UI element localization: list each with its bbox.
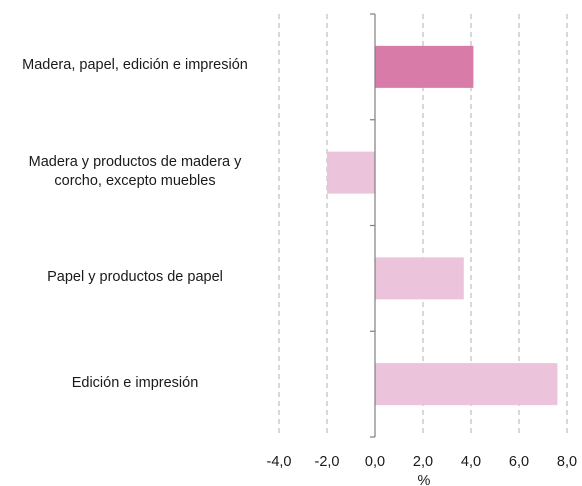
bars [327, 45, 558, 406]
x-tick-label: 0,0 [365, 454, 385, 470]
bar [327, 151, 375, 194]
x-tick-labels: -4,0 -2,0 0,0 2,0 4,0 6,0 8,0 [267, 454, 578, 470]
x-tick-label: 6,0 [509, 454, 529, 470]
x-tick-label: 4,0 [461, 454, 481, 470]
x-axis-title: % [418, 473, 431, 486]
category-label: Madera y productos de madera y corcho, ex… [4, 153, 266, 191]
category-label-line: corcho, excepto muebles [54, 172, 216, 189]
category-label: Edición e impresión [4, 374, 266, 393]
category-label-line: Madera, papel, edición e impresión [22, 57, 248, 74]
category-label-line: Madera y productos de madera y [28, 153, 242, 170]
bar [375, 257, 464, 300]
category-label-line: Edición e impresión [71, 374, 199, 391]
category-label-line: Papel y productos de papel [47, 268, 223, 285]
x-tick-label: -4,0 [267, 454, 292, 470]
category-label: Madera, papel, edición e impresión [4, 56, 266, 75]
x-tick-label: 2,0 [413, 454, 433, 470]
x-tick-label: -2,0 [315, 454, 340, 470]
axes [370, 13, 376, 438]
bar [375, 45, 474, 88]
bar [375, 363, 558, 406]
category-label: Papel y productos de papel [4, 268, 266, 287]
x-tick-label: 8,0 [557, 454, 577, 470]
